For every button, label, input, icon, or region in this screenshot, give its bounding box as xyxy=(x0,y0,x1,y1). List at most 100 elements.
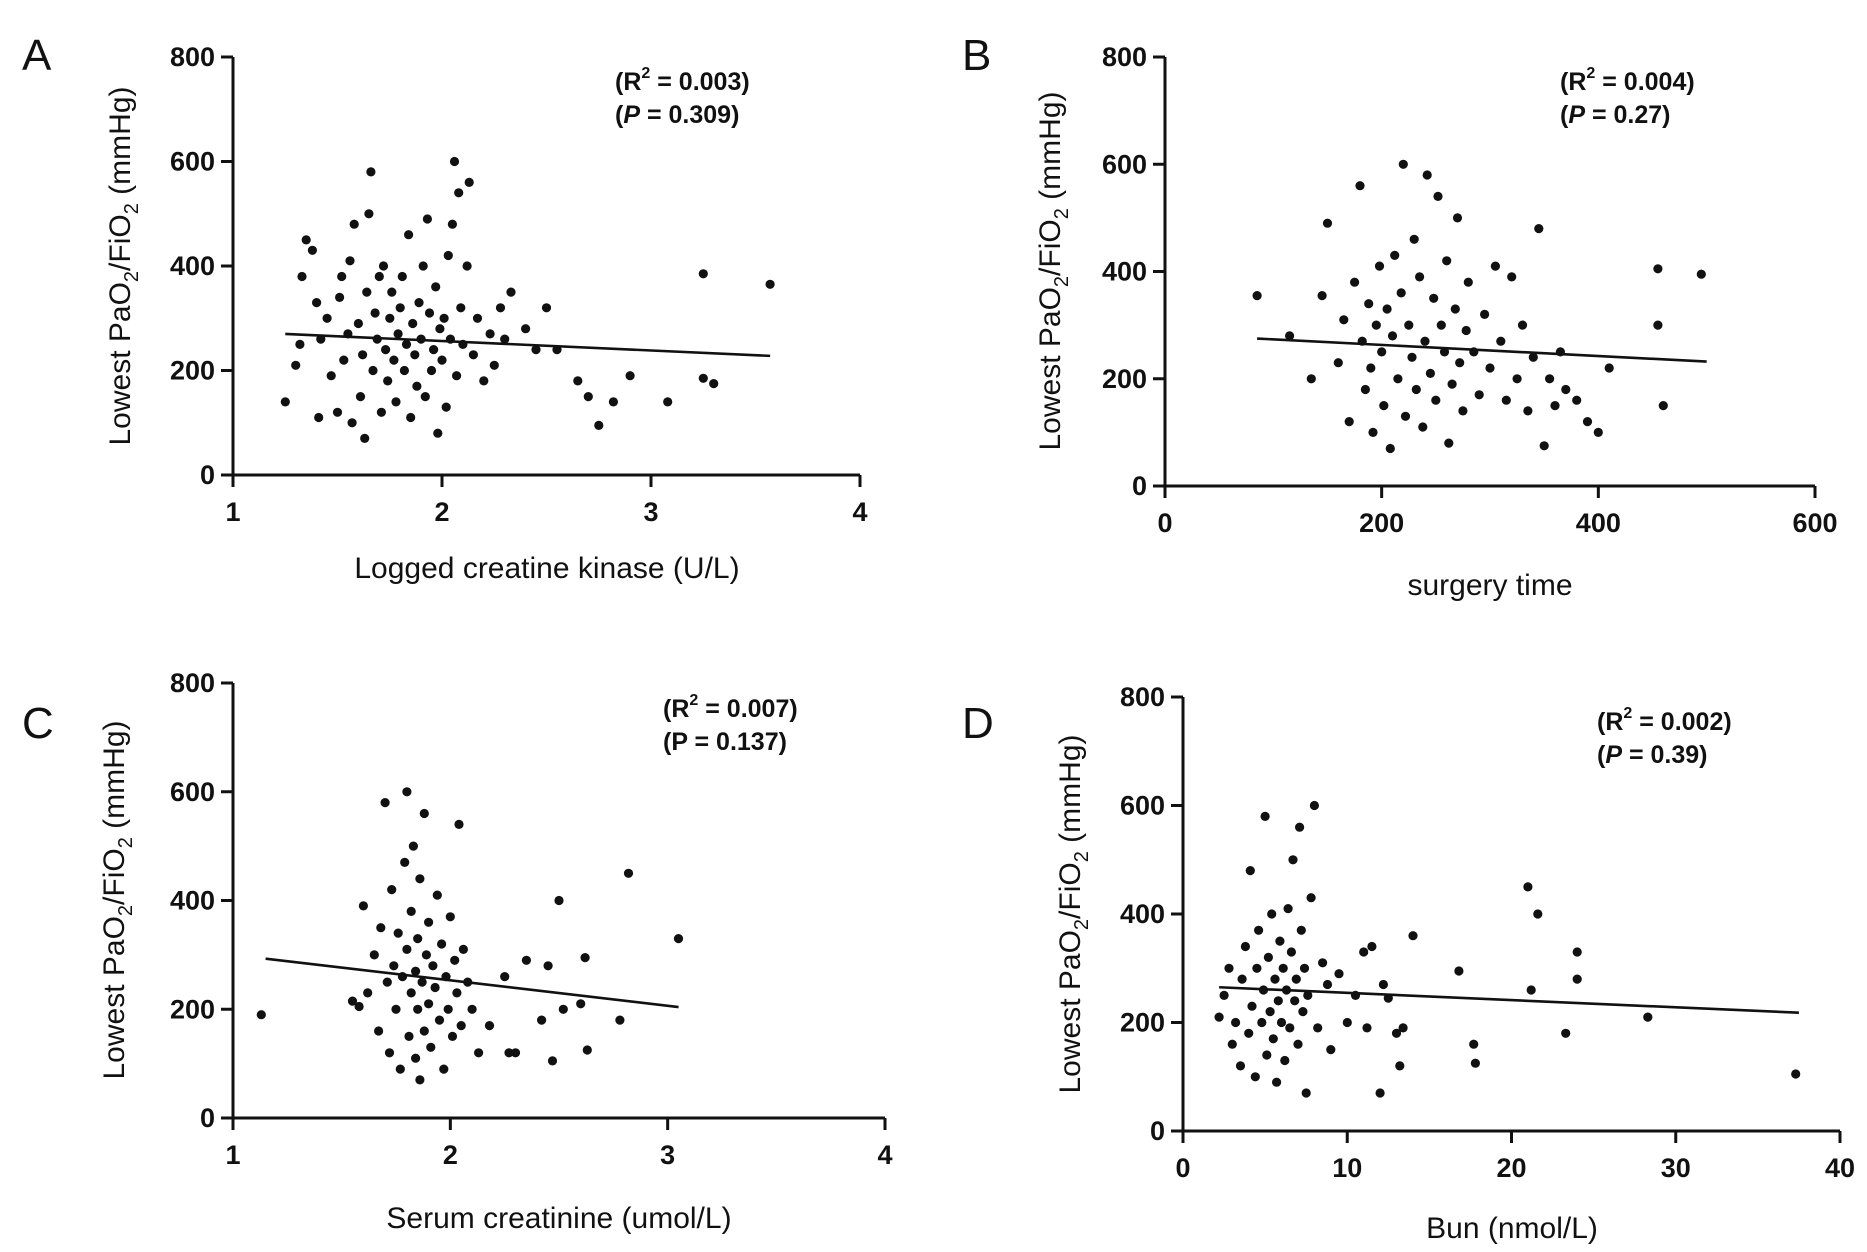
panel-a-y-tick-label: 800 xyxy=(170,42,215,72)
panel-b-letter: B xyxy=(962,31,991,80)
panel-d-data-point xyxy=(1470,1058,1480,1068)
panel-b-data-point xyxy=(1339,315,1349,325)
panel-a-y-tick-label: 200 xyxy=(170,356,215,386)
panel-b-data-point xyxy=(1379,401,1389,411)
panel-d-data-point xyxy=(1375,1088,1385,1098)
panel-d-data-point xyxy=(1273,996,1283,1006)
panel-a-data-point xyxy=(393,329,403,339)
panel-a-data-point xyxy=(464,177,474,187)
panel-a-data-point xyxy=(420,392,430,402)
panel-c-y-tick-label: 600 xyxy=(170,777,215,807)
panel-c-x-axis-label: Serum creatinine (umol/L) xyxy=(386,1202,731,1235)
panel-b-data-point xyxy=(1385,443,1395,454)
panel-c-data-point xyxy=(406,906,416,917)
panel-a-data-point xyxy=(399,365,409,376)
panel-a-y-tick-label: 600 xyxy=(170,147,215,177)
panel-c-data-point xyxy=(582,1045,592,1055)
panel-c-data-point xyxy=(417,977,427,987)
panel-b-data-point xyxy=(1374,261,1385,271)
panel-c-data-point xyxy=(402,787,412,797)
panel-a-data-point xyxy=(424,308,435,318)
panel-a-data-point xyxy=(608,397,619,407)
panel-a-data-point xyxy=(506,287,516,297)
panel-a-data-point xyxy=(414,298,424,308)
panel-b-data-point xyxy=(1355,181,1365,191)
panel-c-data-point xyxy=(389,961,399,971)
panel-c-data-point xyxy=(474,1048,484,1058)
panel-a-data-point xyxy=(422,214,432,224)
panel-a-data-point xyxy=(307,245,317,255)
panel-c-y-tick-label: 200 xyxy=(170,994,215,1024)
panel-b-data-point xyxy=(1523,406,1533,416)
panel-a-data-point xyxy=(339,355,349,365)
panel-a-x-axis-label: Logged creatine kinase (U/L) xyxy=(354,552,739,585)
panel-b-data-point xyxy=(1561,384,1571,395)
panel-c-data-point xyxy=(411,966,421,976)
panel-a-data-point xyxy=(410,350,420,360)
panel-b-data-point xyxy=(1252,291,1262,301)
panel-b-data-point xyxy=(1377,347,1387,357)
panel-a-x-tick-label: 3 xyxy=(643,497,658,527)
panel-c-data-point xyxy=(547,1056,558,1066)
panel-a-data-point xyxy=(765,279,775,289)
panel-d-letter: D xyxy=(962,699,994,748)
panel-b-x-tick-label: 0 xyxy=(1157,508,1172,538)
panel-d-data-point xyxy=(1298,1007,1308,1017)
panel-d-data-point xyxy=(1263,952,1273,963)
panel-b-data-point xyxy=(1444,438,1454,448)
panel-c-data-point xyxy=(256,1010,266,1020)
panel-b-y-tick-label: 600 xyxy=(1102,149,1147,179)
panel-d-data-point xyxy=(1267,909,1277,919)
panel-a-x-tick-label: 2 xyxy=(434,497,449,527)
panel-a-data-point xyxy=(368,365,378,376)
panel-b-y-tick-label: 0 xyxy=(1132,471,1147,501)
panel-a-data-point xyxy=(353,318,363,329)
panel-a-data-point xyxy=(301,235,311,245)
panel-b-data-point xyxy=(1507,272,1517,282)
panel-a-data-point xyxy=(387,287,397,297)
panel-d-data-point xyxy=(1378,979,1388,990)
panel-d-data-point xyxy=(1250,1072,1260,1082)
panel-c-data-point xyxy=(445,912,455,922)
panel-b-data-point xyxy=(1429,293,1439,303)
panel-d-y-tick-label: 400 xyxy=(1120,899,1165,929)
panel-b-data-point xyxy=(1420,336,1430,346)
panel-b-data-point xyxy=(1433,191,1443,201)
panel-a-data-point xyxy=(447,219,457,229)
panel-c-data-point xyxy=(456,1021,466,1031)
panel-d-data-point xyxy=(1322,979,1333,990)
panel-d-data-point xyxy=(1342,1017,1352,1028)
panel-a-data-point xyxy=(479,376,489,386)
panel-d-data-point xyxy=(1268,1034,1278,1044)
panel-d-data-point xyxy=(1272,1077,1282,1087)
panel-d-data-point xyxy=(1309,800,1319,811)
panel-d-data-point xyxy=(1367,941,1377,952)
panel-a-y-tick-label: 0 xyxy=(200,460,215,490)
panel-b-x-tick-label: 200 xyxy=(1359,508,1404,538)
panel-d-data-point xyxy=(1301,1088,1311,1098)
panel-d-x-tick-label: 20 xyxy=(1496,1153,1526,1183)
panel-b-data-point xyxy=(1463,277,1473,287)
panel-d-x-tick-label: 40 xyxy=(1825,1153,1855,1183)
panel-a-data-point xyxy=(472,313,483,323)
panel-c-data-point xyxy=(673,934,684,944)
panel-b-data-point xyxy=(1387,331,1398,341)
panel-a-data-point xyxy=(485,329,495,339)
panel-a-data-point xyxy=(335,292,345,302)
panel-c-x-tick-label: 1 xyxy=(225,1140,240,1170)
panel-a-data-point xyxy=(435,324,445,334)
panel-b-data-point xyxy=(1404,320,1414,330)
panel-a-data-point xyxy=(495,303,506,313)
panel-b-data-point xyxy=(1447,379,1457,389)
panel-a-data-point xyxy=(454,188,464,198)
panel-c-data-point xyxy=(458,944,468,955)
panel-d-data-point xyxy=(1561,1028,1571,1038)
panel-d-data-point xyxy=(1334,969,1344,979)
panel-a-letter: A xyxy=(22,31,52,80)
panel-a-data-point xyxy=(362,287,372,297)
panel-a-data-point xyxy=(395,303,405,313)
panel-b-data-point xyxy=(1528,352,1538,362)
panel-c-data-point xyxy=(415,874,425,884)
panel-b-data-point xyxy=(1534,224,1544,234)
